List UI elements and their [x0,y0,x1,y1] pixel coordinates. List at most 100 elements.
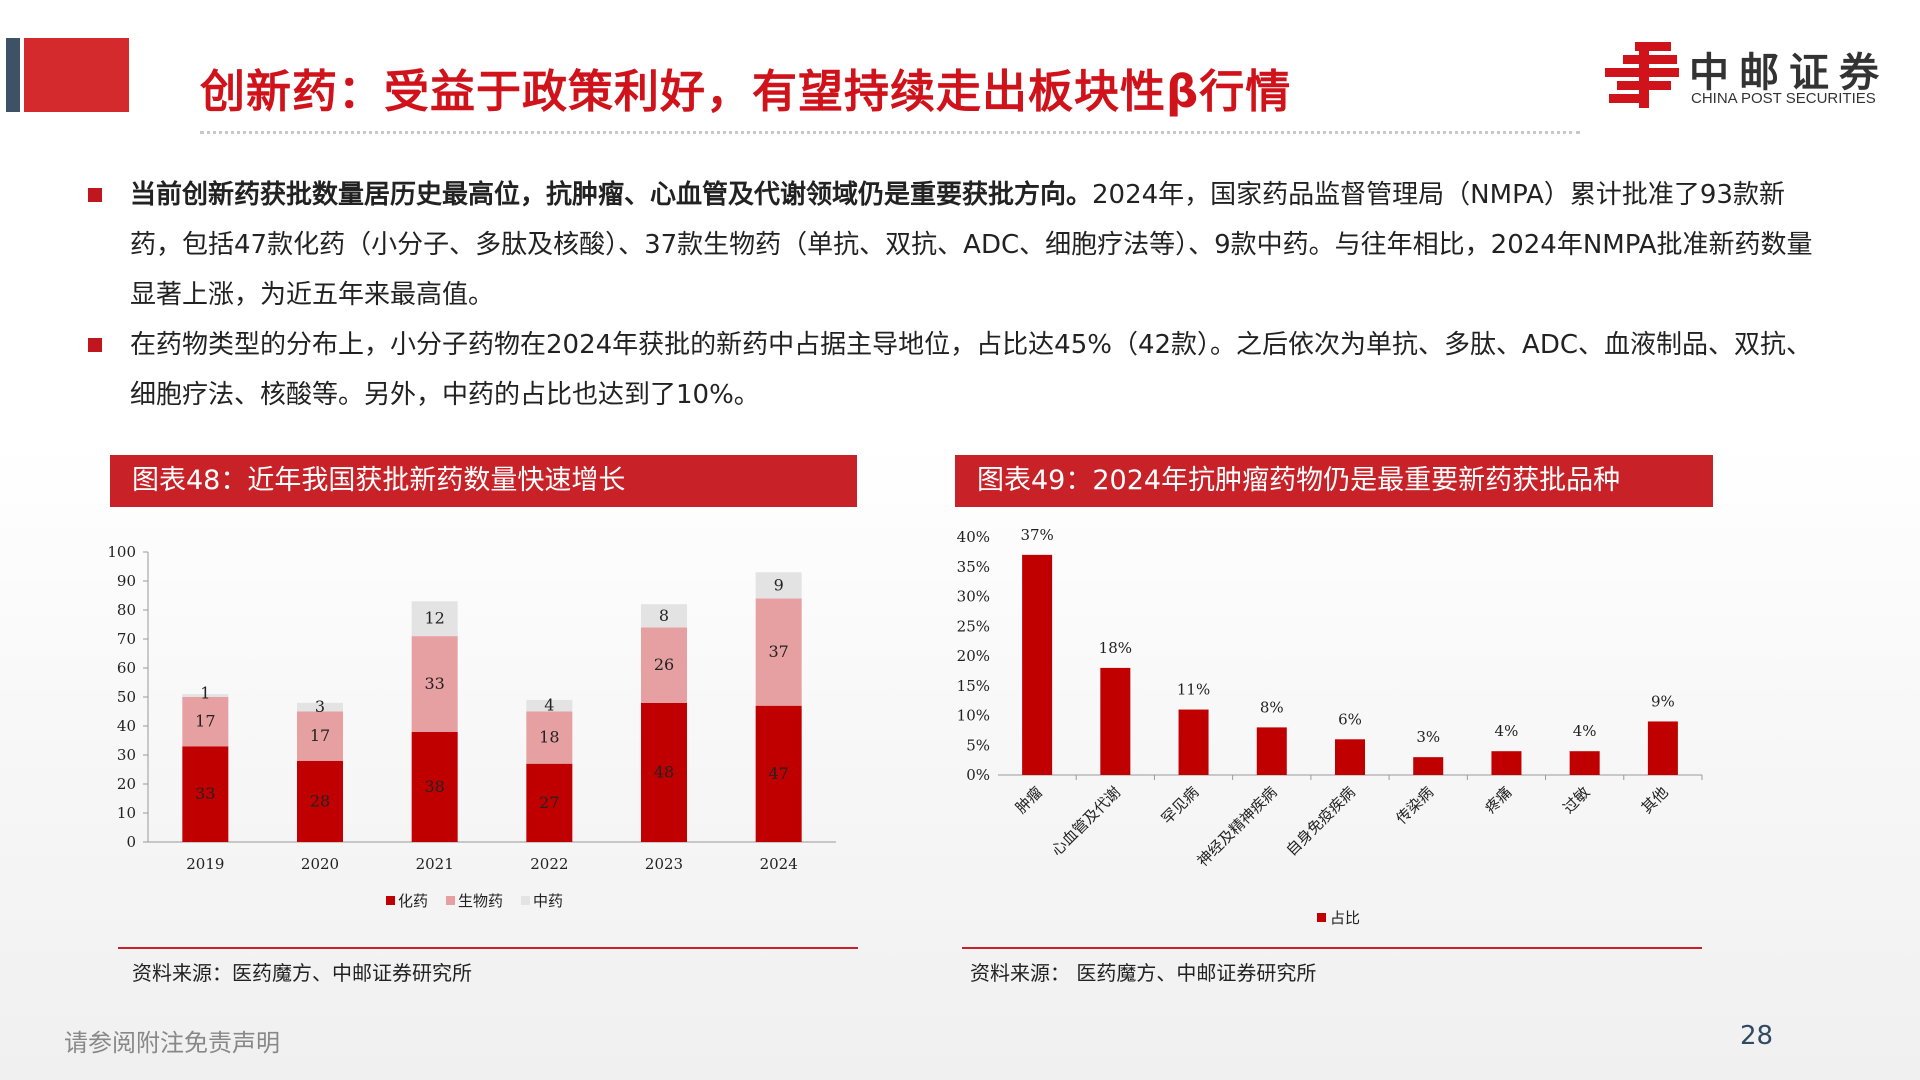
bar-segment [526,763,573,842]
bullet-1-text: 2024年，国家药品监督管理局（NMPA）累计批准了93款新药，包括47款化药（… [130,180,1813,310]
bullet-1: 当前创新药获批数量居历史最高位，抗肿瘤、心血管及代谢领域仍是重要获批方向。202… [88,170,1820,320]
data-label: 48 [654,762,674,781]
legend-swatch [446,896,455,905]
chart48-header: 图表48：近年我国获批新药数量快速增长 [110,455,857,507]
y-tick-label: 20 [117,775,136,793]
data-label: 11% [1177,681,1210,699]
y-tick-label: 10 [117,804,136,822]
bar-segment [641,604,687,628]
x-tick-label: 传染病 [1392,783,1437,828]
y-tick-label: 90 [117,572,136,590]
data-label: 12 [424,609,444,628]
x-tick-label: 过敏 [1560,783,1594,817]
data-label: 17 [310,726,330,745]
data-label: 8 [659,606,669,625]
bar-segment [182,746,229,842]
bar [1335,739,1365,775]
y-tick-label: 0% [966,766,990,784]
y-tick-label: 100 [107,543,136,561]
bar-segment [641,702,687,842]
bullet-2: 在药物类型的分布上，小分子药物在2024年获批的新药中占据主导地位，占比达45%… [88,320,1820,420]
y-tick-label: 0 [126,833,136,851]
y-tick-label: 10% [957,707,990,725]
bar-segment [411,601,458,637]
bar-segment [526,711,573,764]
bar-segment [411,636,458,732]
x-tick-label: 疼痛 [1481,783,1515,817]
data-label: 17 [195,712,215,731]
bar [1413,757,1444,775]
y-tick-label: 25% [957,617,990,635]
data-label: 37 [768,642,788,661]
bar [1569,751,1600,775]
data-label: 18% [1099,639,1132,657]
page-title: 创新药：受益于政策利好，有望持续走出板块性β行情 [200,65,1292,118]
y-tick-label: 5% [966,736,990,754]
data-label: 4% [1495,722,1519,740]
legend-label: 生物药 [458,892,503,910]
data-label: 1 [200,684,210,703]
y-tick-label: 40% [957,528,990,546]
bar [1647,721,1678,775]
x-tick-label: 2022 [530,855,568,873]
bar [1022,554,1053,775]
bar-segment [297,760,343,842]
bar-segment [755,705,802,842]
bar-segment [641,627,687,703]
title-divider [200,131,1580,134]
x-tick-label: 罕见病 [1158,783,1203,828]
data-label: 38 [424,777,444,796]
y-tick-label: 50 [117,688,136,706]
bar-segment [182,697,229,747]
chart49-svg: 0% 5% 10% 15% 20% 25% 30% 35% 40% 37% 肿瘤 18% 心血管及代谢 1… [957,526,1703,927]
data-label: 3% [1416,728,1440,746]
x-tick-label: 自身免疫疾病 [1282,783,1358,859]
y-tick-label: 40 [117,717,136,735]
x-tick-label: 神经及精神疾病 [1194,783,1281,870]
header-accent-red [24,38,129,112]
chart49-source: 资料来源： 医药魔方、中邮证券研究所 [970,961,1317,985]
company-logo: 中邮证券 CHINA POST SECURITIES [1603,40,1893,112]
chart49-header: 图表49：2024年抗肿瘤药物仍是最重要新药获批品种 [955,455,1713,507]
data-label: 6% [1338,710,1362,728]
y-tick-label: 20% [957,647,990,665]
footer-disclaimer: 请参阅附注免责声明 [64,1029,280,1057]
data-label: 33 [195,784,215,803]
y-tick-label: 35% [957,558,990,576]
x-tick-label: 2021 [416,855,454,873]
data-label: 28 [310,791,330,810]
data-label: 9% [1651,692,1675,710]
y-tick-label: 15% [957,677,990,695]
x-tick-label: 2019 [186,855,224,873]
data-label: 8% [1260,698,1284,716]
data-label: 27 [539,793,559,812]
bar [1491,751,1522,775]
data-label: 33 [424,674,444,693]
chart48-source: 资料来源：医药魔方、中邮证券研究所 [132,961,472,985]
logo-mark-icon [1605,42,1679,108]
data-label: 4 [544,696,554,715]
data-label: 18 [539,728,559,747]
y-tick-label: 30 [117,746,136,764]
chart48-svg: 0 10 20 30 40 50 60 70 80 90 100 33 17 1 2019 28 17 3 2020… [107,543,836,910]
legend-label: 化药 [398,892,428,910]
y-tick-label: 60 [117,659,136,677]
bar-segment [297,702,343,712]
data-label: 26 [654,655,674,674]
legend-swatch [386,896,395,905]
chart48-source-divider [118,947,858,949]
data-label: 37% [1020,526,1053,544]
bar [1100,667,1131,775]
bar [1256,727,1287,775]
bullet-marker [88,338,102,352]
bar [1178,709,1209,775]
page-number: 28 [1740,1021,1774,1051]
legend-label: 中药 [533,892,563,910]
bullet-2-text: 在药物类型的分布上，小分子药物在2024年获批的新药中占据主导地位，占比达45%… [130,330,1813,410]
header-accent-dark [6,38,20,112]
chart49-source-divider [962,947,1702,949]
logo-cn-text: 中邮证券 [1689,50,1889,96]
bar-segment [297,711,343,761]
x-tick-label: 2024 [760,855,798,873]
legend-label: 占比 [1330,909,1360,927]
